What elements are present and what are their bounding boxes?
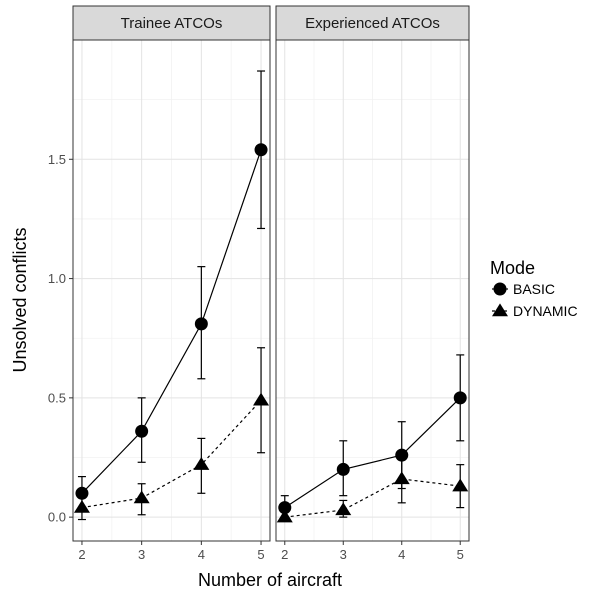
series-line-dynamic (81, 399, 262, 509)
panel-1: Trainee ATCOs 2 3 4 5 0.0 0.5 1.0 1.5 (48, 5, 271, 562)
point-basic (453, 391, 467, 405)
series-line-basic (81, 149, 262, 494)
legend-key-triangle (492, 303, 508, 317)
point-basic (135, 424, 149, 438)
y-tick-label: 0.0 (48, 510, 66, 525)
legend-label: DYNAMIC (513, 303, 578, 319)
facet-panels: Trainee ATCOs 2 3 4 5 0.0 0.5 1.0 1.5 Experienced… (48, 5, 470, 562)
legend-entries: BASIC DYNAMIC (492, 281, 578, 319)
point-dynamic (452, 478, 469, 492)
legend-key-circle (493, 282, 507, 296)
facet-strip (72, 5, 271, 41)
point-basic (194, 317, 208, 331)
legend-entry-basic: BASIC (492, 281, 555, 297)
point-dynamic (73, 500, 90, 513)
x-tick-label: 2 (281, 547, 288, 562)
legend: Mode BASIC DYNAMIC (490, 258, 578, 319)
x-tick-label: 2 (78, 547, 85, 562)
series-line-dynamic (284, 478, 461, 518)
facet-strip (275, 5, 470, 41)
panel-border (275, 39, 470, 542)
x-axis-title: Number of aircraft (198, 570, 342, 590)
point-dynamic (133, 490, 150, 504)
y-tick-label: 0.5 (48, 390, 66, 405)
x-tick-label: 3 (340, 547, 347, 562)
panel-2: Experienced ATCOs 2 3 4 5 (275, 5, 470, 562)
y-axis-title: Unsolved conflicts (10, 227, 30, 372)
x-tick-label: 5 (457, 547, 464, 562)
x-tick-label: 3 (138, 547, 145, 562)
point-dynamic (253, 392, 270, 406)
point-dynamic (276, 509, 293, 523)
y-tick-label: 1.5 (48, 152, 66, 167)
legend-label: BASIC (513, 281, 555, 297)
point-basic (254, 143, 268, 157)
point-basic (336, 462, 350, 476)
y-tick-label: 1.0 (48, 271, 66, 286)
facet-strip-title: Experienced ATCOs (305, 15, 440, 32)
series-line-basic (284, 397, 461, 509)
point-basic (75, 486, 89, 500)
point-dynamic (393, 471, 410, 485)
point-dynamic (335, 502, 352, 516)
x-tick-label: 4 (198, 547, 205, 562)
legend-entry-dynamic: DYNAMIC (492, 303, 578, 319)
point-dynamic (193, 457, 210, 470)
panel-border (72, 39, 271, 542)
legend-title: Mode (490, 258, 535, 278)
x-tick-label: 5 (257, 547, 264, 562)
facet-strip-title: Trainee ATCOs (121, 15, 223, 32)
x-tick-label: 4 (398, 547, 405, 562)
